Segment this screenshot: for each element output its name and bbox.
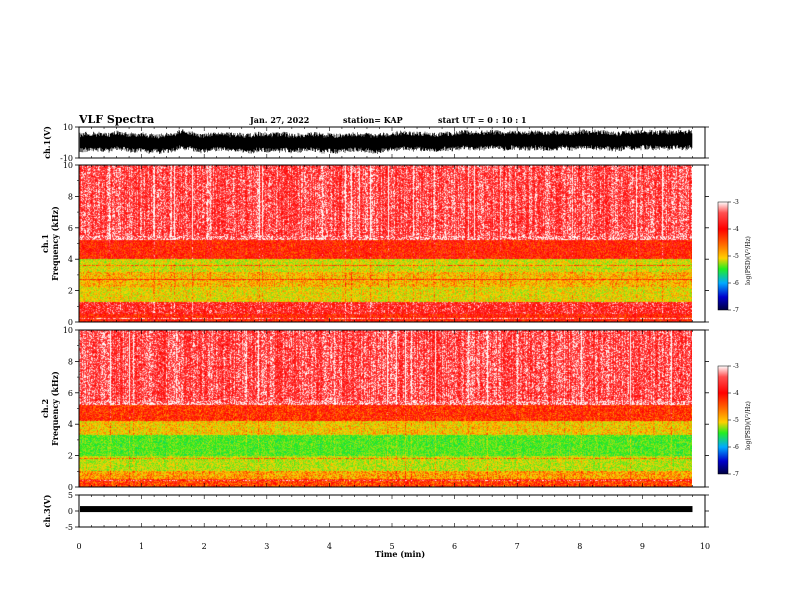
colorbar-ch1-scale [717,201,729,311]
start-time-label: start UT = 0 : 10 : 1 [438,115,527,125]
spec2-ytick-label-1: 2 [68,452,73,461]
time-axis: 0 1 2 3 4 5 6 7 8 9 10 [76,542,710,551]
spec2-ylabel-frequency: Frequency (kHz) [50,371,60,446]
x-tick-label-7: 7 [515,542,520,551]
spec1-ytick-label-0: 0 [68,318,73,327]
ch2-spectrogram-panel: 0 2 4 6 8 10 ch.2 Frequency (kHz) [40,326,709,492]
x-tick-label-2: 2 [202,542,207,551]
ch1-trace [79,129,693,154]
spec1-ytick-label-2: 4 [68,255,73,264]
x-axis-title: Time (min) [375,549,425,559]
x-tick-label-6: 6 [452,542,457,551]
spec2-ylabel-channel: ch.2 [40,399,50,418]
colorbar-ch2-scale [717,365,729,475]
x-tick-label-4: 4 [327,542,332,551]
spec2-ytick-label-2: 4 [68,420,73,429]
ch3-ytick-label-0: 5 [68,491,73,500]
colorbar-ch1-tick-label-0: -3 [733,199,739,206]
spec2-ytick-label-0: 0 [68,483,73,492]
spec1-ytick-label-3: 6 [68,224,73,233]
spec1-spectrogram-image [79,165,692,322]
colorbar-ch1-label: log(PSD)(V²/Hz) [745,236,752,285]
x-tick-label-3: 3 [264,542,269,551]
ch1-ytick-label-0: 10 [63,123,73,132]
spec1-ytick-label-5: 10 [63,161,73,170]
colorbar-ch2-tick-label-3: -6 [733,444,739,451]
colorbar-ch1-tick-label-4: -7 [733,307,739,314]
figure-title: VLF Spectra [78,113,154,126]
spec2-spectrogram-image [79,330,692,487]
ch3-ytick-label-1: 0 [68,507,73,516]
spec2-ytick-label-5: 10 [63,326,73,335]
spec1-ylabel-channel: ch.1 [40,234,50,253]
spec1-ylabel-frequency: Frequency (kHz) [50,206,60,281]
spec1-ytick-label-1: 2 [68,287,73,296]
station-label: station= KAP [343,115,403,125]
x-tick-label-9: 9 [640,542,645,551]
colorbar-ch1-tick-label-3: -6 [733,280,739,287]
colorbar-ch2: -3 -4 -5 -6 -7 log(PSD)(V²/Hz) [717,363,752,478]
colorbar-ch2-tick-label-4: -7 [733,471,739,478]
x-tick-label-0: 0 [76,542,81,551]
ch3-waveform-panel: 5 0 -5 ch.3(V) [42,491,709,532]
x-tick-label-10: 10 [700,542,710,551]
colorbar-ch2-tick-label-2: -5 [733,417,739,424]
ch3-trace [80,506,693,513]
spec2-ytick-label-4: 8 [68,357,73,366]
colorbar-ch1-tick-label-1: -4 [733,226,739,233]
colorbar-ch1-tick-label-2: -5 [733,253,739,260]
ch3-ylabel: ch.3(V) [42,494,52,527]
ch1-waveform-panel: 10 -10 ch.1(V) [42,123,709,163]
colorbar-ch1: -3 -4 -5 -6 -7 log(PSD)(V²/Hz) [717,199,752,314]
ch1-ytick-label-1: -10 [60,154,73,163]
ch3-ytick-label-2: -5 [65,523,73,532]
spec2-ytick-label-3: 6 [68,389,73,398]
spec1-ytick-label-4: 8 [68,192,73,201]
date-label: Jan. 27, 2022 [249,115,309,125]
colorbar-ch2-label: log(PSD)(V²/Hz) [745,401,752,450]
x-tick-label-5: 5 [389,542,394,551]
colorbar-ch2-tick-label-0: -3 [733,363,739,370]
x-tick-label-8: 8 [577,542,582,551]
ch1-spectrogram-panel: 0 2 4 6 8 10 ch.1 Frequency (kHz) [40,161,709,327]
colorbar-ch2-tick-label-1: -4 [733,390,739,397]
ch1-ylabel: ch.1(V) [42,126,52,159]
x-tick-label-1: 1 [139,542,144,551]
